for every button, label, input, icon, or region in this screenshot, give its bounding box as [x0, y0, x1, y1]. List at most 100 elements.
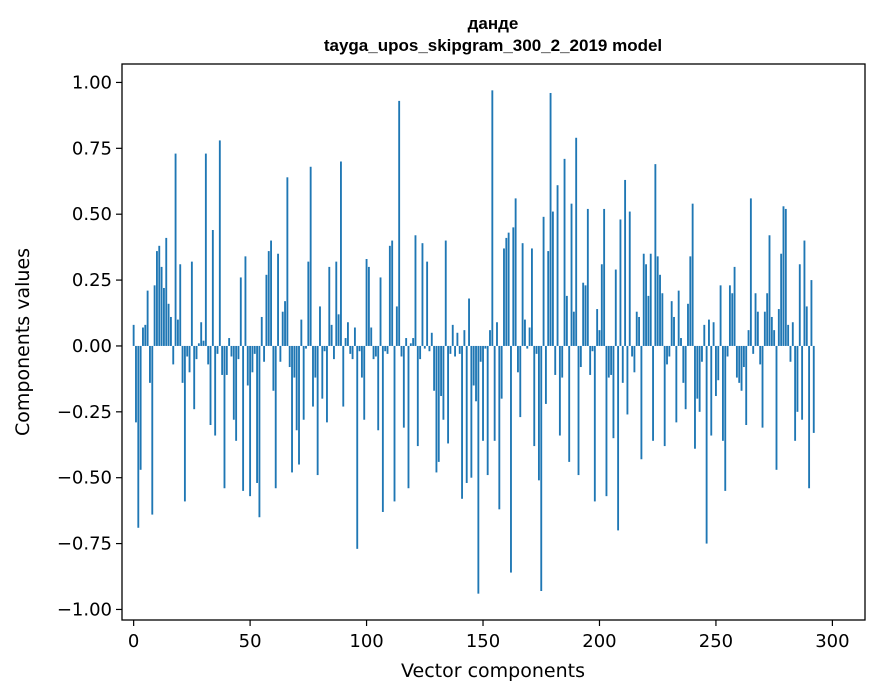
bar — [647, 295, 650, 346]
bar — [533, 345, 536, 447]
bar — [340, 161, 342, 346]
bar — [333, 345, 335, 360]
bar — [374, 345, 377, 357]
bar — [710, 345, 713, 436]
y-tick-label: −0.50 — [57, 468, 112, 489]
bars-group — [132, 90, 815, 594]
bar — [621, 345, 624, 383]
chart-title: данде — [468, 14, 519, 33]
bar — [719, 285, 722, 346]
bar — [216, 345, 219, 354]
bar — [421, 243, 424, 346]
bar — [586, 208, 589, 346]
bar — [535, 345, 538, 354]
bar — [444, 240, 447, 346]
bar — [409, 343, 412, 346]
bar — [358, 345, 361, 352]
bar — [162, 287, 165, 346]
bar — [335, 261, 338, 346]
bar — [747, 330, 750, 346]
bar — [582, 282, 585, 346]
bar — [607, 345, 610, 378]
bar — [733, 266, 736, 346]
bar — [544, 345, 547, 404]
x-axis-ticks: 0 50 100 150 200 250 300 — [128, 620, 850, 652]
bar — [139, 345, 142, 470]
bar — [286, 177, 289, 346]
y-tick-label: −0.75 — [57, 534, 112, 555]
bar — [598, 330, 601, 346]
bar — [721, 345, 724, 441]
bar — [298, 345, 300, 465]
bar — [337, 314, 340, 346]
bar — [589, 345, 592, 375]
bar — [416, 345, 419, 447]
bar — [463, 330, 466, 346]
bar — [267, 251, 270, 346]
bar — [668, 345, 671, 357]
bar — [407, 345, 410, 489]
bar — [372, 345, 375, 360]
bar — [728, 285, 731, 346]
bar — [200, 322, 203, 346]
bar — [496, 322, 498, 346]
bar — [791, 322, 794, 346]
bar — [493, 345, 496, 441]
bar — [316, 345, 319, 476]
bar — [232, 345, 235, 420]
bar — [218, 140, 221, 346]
bar — [708, 319, 710, 346]
bar — [202, 340, 205, 346]
bar — [742, 345, 745, 368]
bar — [402, 345, 405, 428]
bar — [258, 345, 261, 518]
bar — [367, 266, 370, 346]
bar — [603, 208, 606, 346]
bar — [135, 345, 137, 423]
bar — [482, 345, 484, 441]
x-tick-label: 150 — [466, 631, 500, 652]
bar — [174, 153, 177, 346]
bar — [326, 345, 328, 423]
bar — [274, 345, 277, 489]
bar — [661, 293, 664, 346]
bar — [423, 345, 426, 349]
bar — [754, 293, 757, 346]
bar — [169, 316, 172, 346]
bar — [691, 203, 694, 346]
bar — [149, 345, 151, 383]
bar — [500, 345, 503, 399]
bar — [731, 293, 734, 346]
bar — [593, 345, 596, 502]
bar — [449, 345, 452, 354]
bar — [309, 166, 312, 346]
bar — [207, 345, 210, 365]
bar — [745, 345, 748, 425]
bar — [249, 345, 252, 497]
bar — [349, 345, 352, 354]
bar — [640, 345, 643, 460]
bar — [477, 345, 480, 594]
bar — [430, 332, 433, 346]
bar — [319, 306, 321, 346]
bar — [505, 237, 508, 346]
bar — [447, 345, 450, 444]
bar — [645, 264, 647, 346]
bar — [696, 345, 699, 399]
bar — [468, 298, 470, 346]
bar — [251, 345, 254, 373]
bar — [328, 266, 331, 346]
bar — [689, 256, 692, 346]
bar — [288, 345, 291, 368]
bar — [659, 274, 661, 346]
bar — [542, 216, 545, 346]
bar — [414, 235, 417, 346]
y-tick-label: 0.50 — [72, 204, 112, 225]
bar — [323, 345, 326, 352]
bar — [242, 345, 245, 491]
bar — [225, 345, 228, 375]
bar — [465, 345, 468, 483]
bar — [570, 203, 573, 346]
bar — [715, 345, 717, 397]
